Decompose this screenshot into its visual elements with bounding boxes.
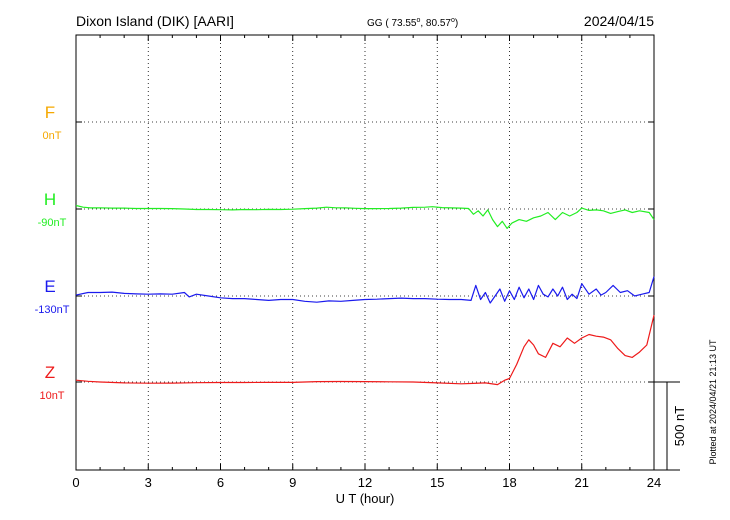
x-tick-label: 0 [72,475,79,490]
x-tick-label: 15 [430,475,444,490]
station-title: Dixon Island (DIK) [AARI] [76,13,234,29]
scale-bar-label: 500 nT [672,406,687,447]
x-tick-label: 12 [358,475,372,490]
plot-frame [75,34,655,471]
degree-mark: o [451,17,455,24]
x-tick-label: 21 [575,475,589,490]
x-tick-label: 24 [647,475,661,490]
x-tick-label: 9 [289,475,296,490]
channel-name-h: H [44,190,56,209]
station-coords: GG ( 73.55o, 80.57o) [367,17,458,29]
plot-grid [76,35,654,470]
axis-ticks [75,35,655,470]
channel-baseline-h: -90nT [38,217,67,229]
x-tick-label: 18 [502,475,516,490]
x-tick-label: 3 [145,475,152,490]
x-tick-labels: 0 3 6 9 12 15 18 21 24 [72,475,661,490]
channel-baseline-f: 0nT [43,130,62,142]
channel-name-z: Z [45,363,55,382]
channel-name-f: F [45,103,55,122]
x-tick-label: 6 [217,475,224,490]
scale-bar: 500 nT [654,381,687,471]
series-lines [75,204,655,386]
plot-date: 2024/04/15 [584,13,654,29]
series-line-z [75,314,655,386]
series-line-e [75,276,655,304]
x-axis-title: U T (hour) [336,491,395,506]
channel-baseline-e: -130nT [35,304,70,316]
series-line-h [75,204,655,229]
channel-baseline-z: 10nT [39,390,64,402]
plotted-at-note: Plotted at 2024/04/21 21:13 UT [708,339,718,465]
channel-name-e: E [44,277,55,296]
degree-mark: o [416,17,420,24]
channel-labels: F 0nT H -90nT E -130nT Z 10nT [35,103,70,402]
